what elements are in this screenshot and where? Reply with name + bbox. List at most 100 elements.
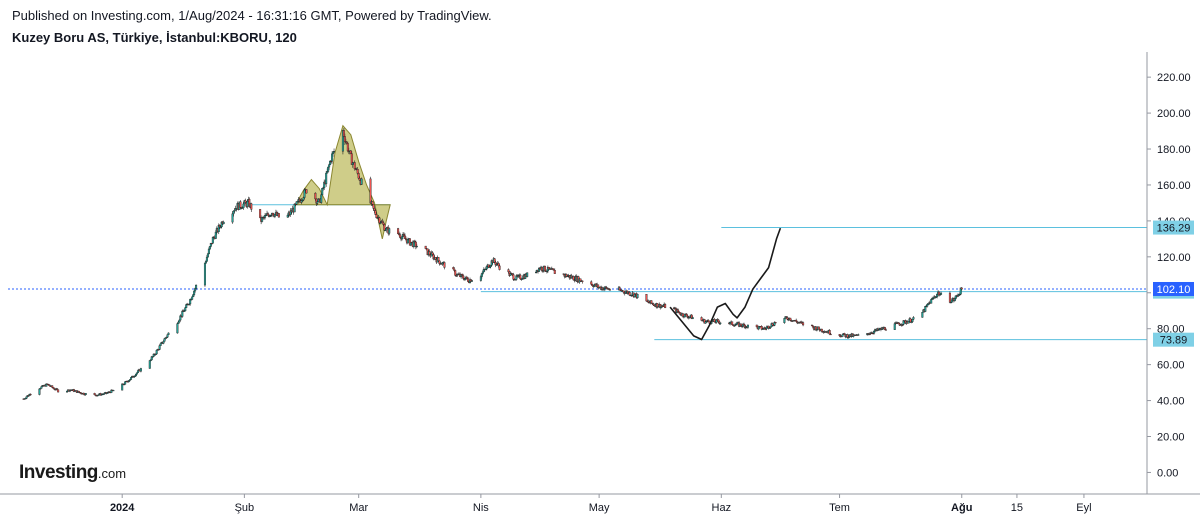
candle-body bbox=[206, 253, 209, 258]
candle-body bbox=[25, 396, 28, 399]
candle-body bbox=[591, 284, 594, 286]
candle-body bbox=[431, 252, 434, 255]
candle-body bbox=[597, 284, 600, 288]
y-tick-label: 40.00 bbox=[1157, 396, 1185, 408]
candle-body bbox=[349, 150, 352, 154]
candle-body bbox=[383, 224, 386, 231]
candle-body bbox=[415, 245, 418, 248]
candle-body bbox=[404, 235, 407, 239]
candle-body bbox=[480, 273, 483, 277]
candle-body bbox=[159, 343, 162, 346]
projection-path bbox=[669, 227, 782, 341]
candle-body bbox=[438, 260, 441, 264]
candle-body bbox=[774, 322, 777, 324]
candle-body bbox=[608, 289, 611, 291]
candle-body bbox=[136, 370, 139, 373]
candle-body bbox=[467, 278, 470, 282]
y-tick-label: 20.00 bbox=[1157, 432, 1185, 444]
x-tick-label: May bbox=[589, 502, 610, 514]
candle-body bbox=[893, 323, 896, 330]
candle-body bbox=[464, 278, 467, 281]
candle-body bbox=[622, 290, 625, 293]
candle-body bbox=[765, 326, 768, 329]
level-price-label: 73.89 bbox=[1160, 335, 1188, 347]
candle-body bbox=[921, 312, 924, 318]
candle-body bbox=[298, 199, 301, 201]
candle-body bbox=[222, 221, 225, 225]
candle-body bbox=[950, 299, 953, 303]
candle-body bbox=[148, 360, 151, 369]
candle-body bbox=[178, 319, 181, 323]
candle-body bbox=[273, 213, 276, 217]
candle-body bbox=[139, 368, 142, 372]
candle-body bbox=[443, 262, 446, 268]
candle-body bbox=[130, 377, 133, 380]
candle-body bbox=[192, 294, 195, 298]
candle-body bbox=[802, 322, 805, 326]
candle-body bbox=[912, 317, 915, 320]
x-tick-label: 15 bbox=[1011, 502, 1023, 514]
candle-body bbox=[755, 324, 758, 328]
candle-body bbox=[158, 345, 161, 350]
y-tick-label: 0.00 bbox=[1157, 467, 1178, 479]
candle-body bbox=[960, 287, 963, 290]
candle-body bbox=[771, 323, 774, 326]
candle-body bbox=[593, 284, 596, 287]
candle-body bbox=[162, 341, 165, 344]
candle-body bbox=[401, 236, 404, 240]
candle-body bbox=[507, 269, 510, 273]
candle-body bbox=[166, 334, 169, 338]
candle-body bbox=[512, 274, 515, 280]
candle-body bbox=[356, 168, 359, 174]
candle-body bbox=[40, 386, 43, 389]
candle-body bbox=[327, 166, 330, 172]
candle-body bbox=[820, 328, 823, 332]
candle-body bbox=[481, 271, 484, 274]
candle-body bbox=[403, 234, 406, 237]
candle-body bbox=[93, 393, 96, 395]
candle-body bbox=[259, 209, 262, 218]
candle-body bbox=[678, 312, 681, 315]
candle-body bbox=[167, 332, 170, 335]
candle-body bbox=[746, 324, 749, 328]
candle-body bbox=[829, 333, 832, 336]
candle-body bbox=[636, 294, 639, 298]
axes: 0.0020.0040.0060.0080.00100.00120.00140.… bbox=[0, 52, 1200, 514]
candle-body bbox=[163, 338, 166, 342]
candle-body bbox=[691, 317, 694, 320]
candle-body bbox=[424, 245, 427, 249]
candle-body bbox=[428, 251, 431, 255]
candle-body bbox=[434, 257, 437, 260]
candle-body bbox=[519, 274, 522, 280]
candle-body bbox=[57, 389, 60, 393]
candle-body bbox=[314, 192, 317, 200]
candle-body bbox=[357, 173, 360, 179]
candle-body bbox=[176, 323, 179, 334]
candle-body bbox=[579, 278, 582, 282]
candle-body bbox=[618, 287, 621, 291]
candle-body bbox=[358, 178, 361, 181]
candle-body bbox=[342, 130, 345, 137]
candle-body bbox=[193, 290, 196, 295]
chart-title: Kuzey Boru AS, Türkiye, İstanbul:KBORU, … bbox=[12, 30, 297, 45]
candle-body bbox=[936, 293, 939, 298]
candle-body bbox=[650, 300, 653, 304]
candle-body bbox=[29, 393, 32, 396]
published-header: Published on Investing.com, 1/Aug/2024 -… bbox=[12, 8, 492, 23]
candle-body bbox=[246, 201, 249, 207]
candle-body bbox=[817, 326, 820, 330]
candle-body bbox=[207, 248, 210, 255]
candlestick-series[interactable] bbox=[22, 127, 963, 400]
candle-body bbox=[218, 225, 221, 228]
candle-body bbox=[388, 228, 391, 234]
current-price-label: 102.10 bbox=[1157, 284, 1191, 296]
candle-body bbox=[911, 319, 914, 322]
candle-body bbox=[277, 213, 280, 218]
candle-body bbox=[397, 228, 400, 234]
candle-body bbox=[948, 292, 951, 303]
candle-body bbox=[453, 268, 456, 271]
candle-body bbox=[841, 334, 844, 337]
candle-body bbox=[293, 203, 296, 213]
candle-body bbox=[624, 291, 627, 294]
